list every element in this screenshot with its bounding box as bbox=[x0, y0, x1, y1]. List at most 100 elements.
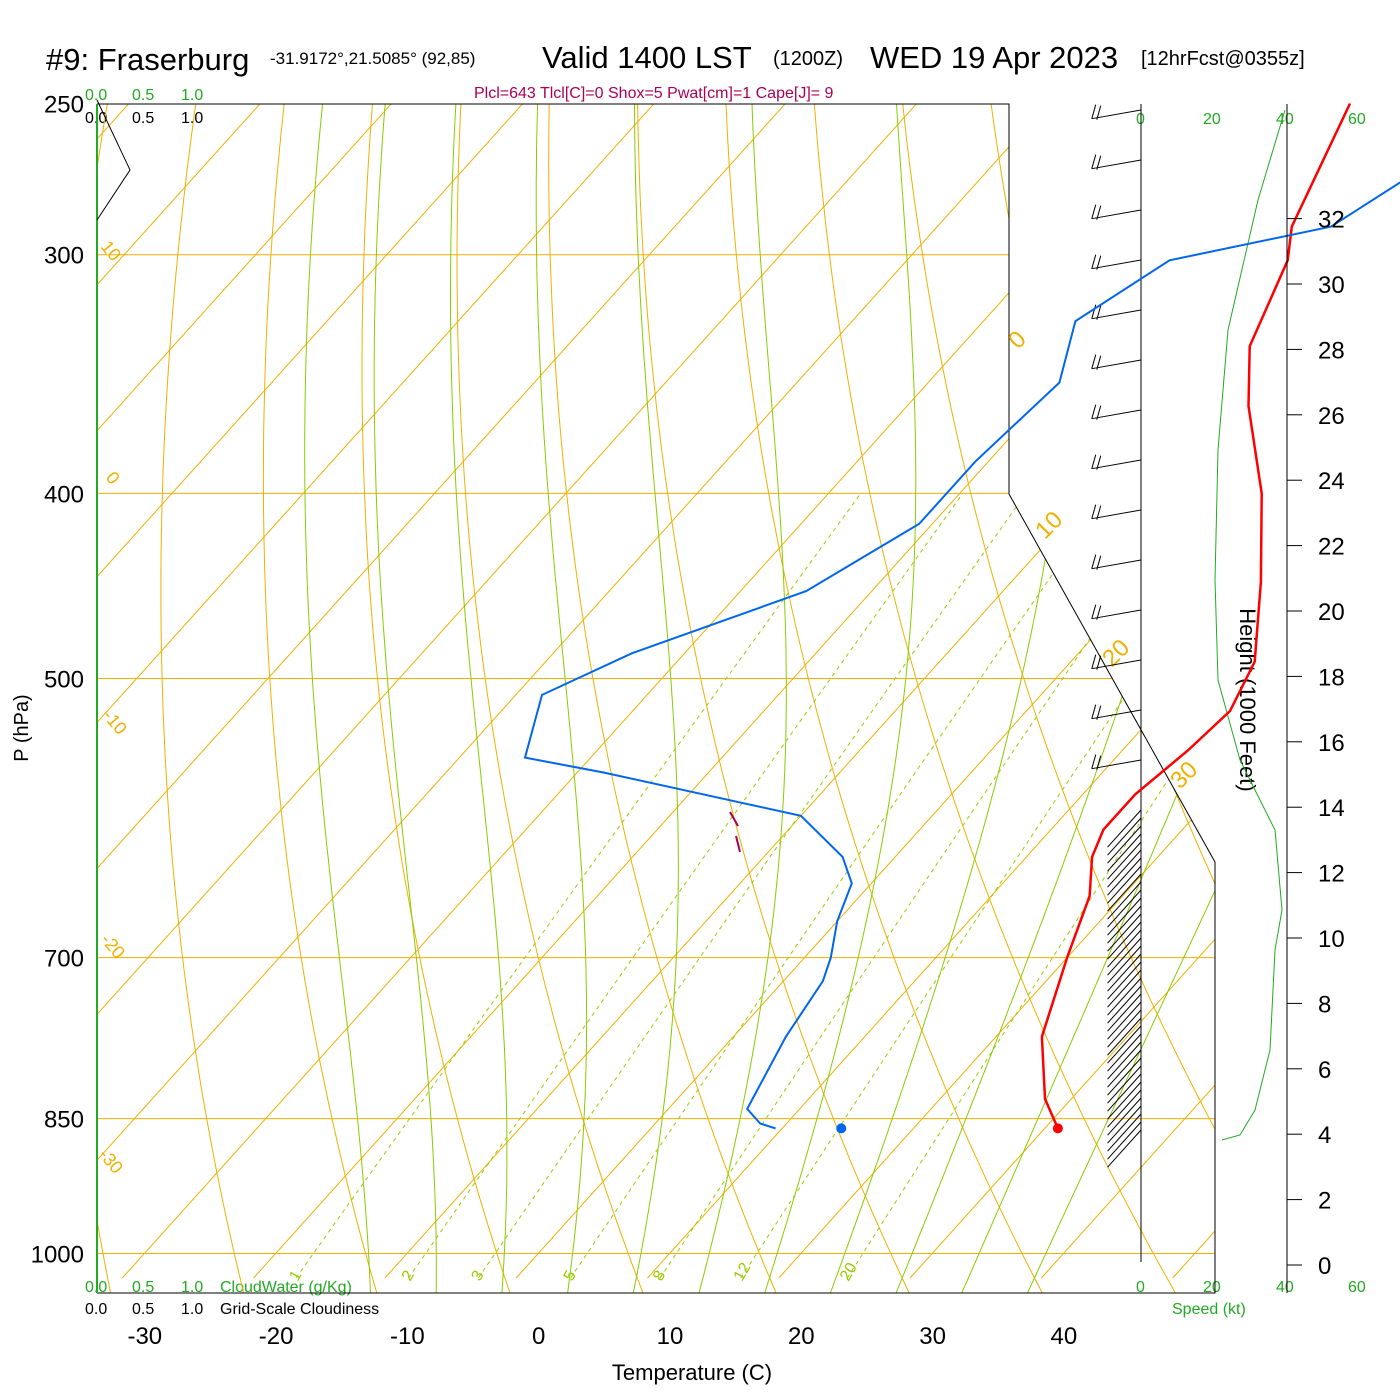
wind-barb bbox=[1107, 1121, 1142, 1160]
wind-barb bbox=[1107, 1049, 1142, 1088]
mixing-ratio-line bbox=[295, 493, 862, 1279]
height-tick-label: 16 bbox=[1318, 730, 1345, 757]
temperature-tick-label: 0 bbox=[532, 1323, 545, 1350]
moist-adiabat-line bbox=[373, 104, 437, 1293]
temperature-tick-label: -30 bbox=[127, 1323, 162, 1350]
wind-barb bbox=[1107, 889, 1142, 928]
speed-axis-label: Speed (kt) bbox=[1172, 1301, 1246, 1318]
mixing-ratio-line bbox=[846, 493, 1215, 1279]
wind-barb-flag bbox=[1091, 654, 1097, 669]
height-tick-label: 30 bbox=[1318, 272, 1345, 299]
pressure-tick-label: 300 bbox=[44, 243, 84, 270]
wind-barb bbox=[1107, 993, 1142, 1032]
speed-axis-bottom: 0 20 40 60 Speed (kt) bbox=[1136, 1279, 1366, 1318]
mixing-ratio-line bbox=[740, 493, 1215, 1279]
wind-barb-flag bbox=[1096, 655, 1102, 670]
wind-barb bbox=[1091, 159, 1142, 170]
wind-barb bbox=[1091, 459, 1142, 470]
isotherm-label: 30 bbox=[1165, 756, 1203, 794]
moist-adiabat-line bbox=[895, 104, 1215, 1293]
surface-temperature-marker bbox=[1052, 1123, 1063, 1134]
lcl-marker bbox=[729, 811, 739, 827]
dry-adiabat-line bbox=[456, 104, 644, 1293]
wind-barb bbox=[1107, 905, 1142, 944]
mixing-ratio-label: 8 bbox=[650, 1268, 669, 1284]
wind-barb bbox=[1107, 1033, 1142, 1072]
cloud-water-tick: 1.0 bbox=[181, 87, 203, 104]
height-tick-label: 8 bbox=[1318, 991, 1331, 1018]
temperature-tick-label: -10 bbox=[390, 1323, 425, 1350]
cloud-water-label: CloudWater (g/Kg) bbox=[220, 1279, 352, 1296]
sounding-indices: Plcl=643 Tlcl[C]=0 Shox=5 Pwat[cm]=1 Cap… bbox=[474, 85, 834, 102]
wind-barb bbox=[1107, 817, 1142, 856]
wind-barb bbox=[1091, 709, 1142, 720]
wind-barb-flag bbox=[1096, 255, 1102, 270]
height-tick-label: 2 bbox=[1318, 1188, 1331, 1215]
height-tick-label: 18 bbox=[1318, 664, 1345, 691]
temperature-tick-label: 10 bbox=[657, 1323, 684, 1350]
temperature-tick-label: 20 bbox=[788, 1323, 815, 1350]
wind-barb-flag bbox=[1096, 755, 1102, 770]
mixing-ratio-label: 20 bbox=[837, 1260, 861, 1284]
cloudiness-profile bbox=[96, 99, 131, 221]
pressure-tick-label: 850 bbox=[44, 1107, 84, 1134]
cloud-water-tick: 0.5 bbox=[132, 1279, 154, 1296]
isotherm-line bbox=[97, 104, 524, 1279]
isotherm-line bbox=[97, 104, 1049, 1279]
wind-barb-flag bbox=[1091, 354, 1097, 369]
wind-barb-flag bbox=[1091, 604, 1097, 619]
plot-border bbox=[97, 103, 1216, 1294]
speed-tick: 20 bbox=[1203, 111, 1221, 128]
wind-barb bbox=[1107, 825, 1142, 864]
height-tick-label: 10 bbox=[1318, 926, 1345, 953]
mixing-ratio-line bbox=[570, 493, 1110, 1279]
wind-barb bbox=[1107, 1081, 1142, 1120]
wind-barb bbox=[1091, 259, 1142, 270]
wind-barb-flag bbox=[1096, 205, 1102, 220]
temperature-line bbox=[1040, 102, 1352, 1129]
moist-adiabat-line bbox=[632, 104, 679, 1293]
mixing-ratio-line bbox=[408, 493, 964, 1279]
isotherm-line bbox=[97, 104, 918, 1279]
pressure-tick-label: 700 bbox=[44, 946, 84, 973]
station-title: #9: Fraserburg bbox=[46, 42, 249, 77]
cloudiness-tick: 1.0 bbox=[181, 110, 203, 127]
isotherm-label: 10 bbox=[1030, 506, 1068, 544]
moist-adiabat-line bbox=[450, 104, 508, 1293]
station-coords: -31.9172°,21.5085° (92,85) bbox=[270, 49, 475, 68]
dry-adiabat-line bbox=[262, 104, 378, 1293]
wind-barb bbox=[1107, 1025, 1142, 1064]
wind-barb bbox=[1107, 1065, 1142, 1104]
moist-adiabat-line bbox=[304, 104, 371, 1293]
wind-barb bbox=[1107, 849, 1142, 888]
wind-barb bbox=[1107, 929, 1142, 968]
wind-barb bbox=[1107, 961, 1142, 1000]
dry-adiabat-line bbox=[361, 104, 511, 1293]
lcl-marker bbox=[735, 835, 741, 853]
forecast-info: [12hrFcst@0355z] bbox=[1141, 48, 1305, 70]
wind-barb bbox=[1091, 559, 1142, 570]
wind-barb-flag bbox=[1091, 204, 1097, 219]
wind-barb-flag bbox=[1096, 355, 1102, 370]
wind-barb bbox=[1091, 609, 1142, 620]
wind-barb-flag bbox=[1096, 705, 1102, 720]
dry-adiabat-line bbox=[898, 104, 1215, 1293]
isotherm-line bbox=[97, 104, 786, 1279]
wind-barb-flag bbox=[1091, 504, 1097, 519]
isotherm-line bbox=[909, 104, 1215, 1279]
isotherm-line bbox=[253, 104, 1215, 1279]
moist-adiabat-line bbox=[829, 104, 1075, 1293]
wind-barb-flag bbox=[1091, 304, 1097, 319]
cloud-water-axis-top: 0.0 0.5 1.0 bbox=[85, 87, 203, 104]
cloudiness-axis-top: 0.0 0.5 1.0 bbox=[85, 110, 203, 127]
speed-tick: 40 bbox=[1276, 1279, 1294, 1296]
plot-lines bbox=[97, 104, 1215, 1293]
wind-barb bbox=[1107, 977, 1142, 1016]
dewpoint-line bbox=[523, 181, 1400, 1130]
wind-barb bbox=[1107, 1129, 1142, 1168]
wind-barb bbox=[1091, 309, 1142, 320]
mixing-ratio-label: 2 bbox=[399, 1268, 418, 1284]
forecast-date: WED 19 Apr 2023 bbox=[870, 40, 1118, 75]
surface-dewpoint-marker bbox=[836, 1123, 847, 1134]
